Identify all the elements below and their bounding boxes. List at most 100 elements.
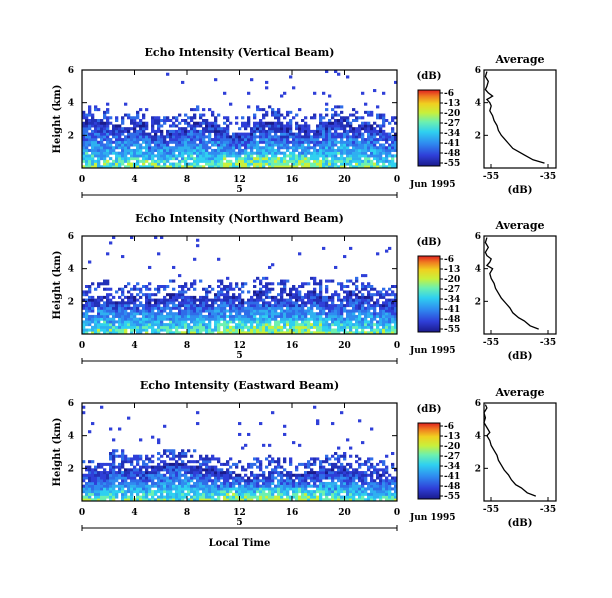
y-tick-label: 2 (68, 131, 74, 141)
profile-title: Average (494, 219, 544, 232)
y-tick-label: 6 (68, 232, 74, 242)
colorbar-tick-label: -13 (444, 432, 460, 442)
profile-y-tick-label: 4 (475, 432, 481, 442)
colorbar-tick-label: -34 (444, 129, 460, 139)
day-label: 5 (236, 518, 242, 528)
colorbar-tick-label: -48 (444, 482, 460, 492)
colorbar-tick-label: -20 (444, 109, 460, 119)
colorbar-gradient (417, 89, 441, 167)
colorbar-tick-label: -6 (444, 89, 454, 99)
x-tick-label: 4 (131, 341, 137, 351)
colorbar-tick-label: -20 (444, 442, 460, 452)
panel-0: Echo Intensity (Vertical Beam) 2 4 6 Height … (52, 46, 557, 198)
profile-y-tick-label: 2 (475, 464, 481, 474)
day-label: 5 (236, 351, 242, 361)
day-label: 5 (236, 185, 242, 195)
colorbar-gradient (417, 255, 441, 333)
profile-line (484, 71, 545, 164)
colorbar-tick-label: -55 (444, 159, 460, 169)
y-tick-label: 4 (68, 99, 74, 109)
echo-field (82, 70, 398, 169)
profile-frame (483, 402, 557, 502)
profile-frame (483, 69, 557, 169)
date-label: Jun 1995 (409, 346, 456, 356)
profile-x-tick-label: -35 (540, 505, 556, 515)
x-tick-label: 0 (394, 175, 400, 185)
x-tick-label: 16 (286, 508, 299, 518)
profile-y-tick-label: 6 (475, 399, 481, 409)
x-tick-label: 20 (338, 341, 351, 351)
y-axis-label: Height (km) (52, 85, 63, 154)
y-axis-label: Height (km) (52, 418, 63, 487)
date-label: Jun 1995 (409, 180, 456, 190)
x-tick-label: 12 (233, 341, 246, 351)
colorbar: (dB)-6-13-20-27-34-41-48-55 (417, 71, 461, 169)
x-tick-label: 20 (338, 508, 351, 518)
colorbar-tick-label: -6 (444, 255, 454, 265)
x-tick-label: 0 (394, 341, 400, 351)
colorbar-tick-label: -34 (444, 462, 460, 472)
profile-x-label: (dB) (508, 351, 533, 362)
x-tick-label: 20 (338, 175, 351, 185)
colorbar: (dB)-6-13-20-27-34-41-48-55 (417, 404, 461, 502)
panel-title: Echo Intensity (Northward Beam) (135, 212, 344, 225)
date-label: Jun 1995 (409, 513, 456, 523)
colorbar-tick-label: -55 (444, 325, 460, 335)
colorbar-gradient (417, 422, 441, 500)
x-axis-label: Local Time (209, 538, 271, 549)
y-tick-label: 2 (68, 464, 74, 474)
colorbar-tick-label: -41 (444, 472, 460, 482)
profile-y-tick-label: 4 (475, 99, 481, 109)
colorbar-tick-label: -55 (444, 492, 460, 502)
average-profile: Average 2 4 6 -55 -35 (dB) (475, 53, 557, 196)
colorbar-tick-label: -20 (444, 275, 460, 285)
profile-title: Average (494, 53, 544, 66)
x-tick-label: 4 (131, 175, 137, 185)
panel-title: Echo Intensity (Vertical Beam) (144, 46, 334, 59)
colorbar-tick-label: -41 (444, 305, 460, 315)
profile-x-tick-label: -55 (483, 505, 499, 515)
average-profile: Average 2 4 6 -55 -35 (dB) (475, 386, 557, 529)
x-tick-label: 0 (394, 508, 400, 518)
x-tick-label: 4 (131, 508, 137, 518)
x-tick-label: 0 (79, 508, 85, 518)
colorbar-tick-label: -41 (444, 139, 460, 149)
x-tick-label: 12 (233, 508, 246, 518)
x-tick-label: 12 (233, 175, 246, 185)
profile-x-tick-label: -55 (483, 338, 499, 348)
profile-line (484, 237, 539, 330)
profile-y-tick-label: 4 (475, 265, 481, 275)
colorbar: (dB)-6-13-20-27-34-41-48-55 (417, 237, 461, 335)
profile-x-tick-label: -35 (540, 172, 556, 182)
y-tick-label: 2 (68, 297, 74, 307)
echo-field (82, 236, 398, 335)
panel-1: Echo Intensity (Northward Beam) 2 4 6 Height… (52, 212, 557, 364)
y-tick-label: 4 (68, 265, 74, 275)
colorbar-tick-label: -27 (444, 119, 460, 129)
profile-x-label: (dB) (508, 185, 533, 196)
profile-y-tick-label: 2 (475, 297, 481, 307)
colorbar-tick-label: -6 (444, 422, 454, 432)
x-tick-label: 8 (184, 175, 190, 185)
colorbar-tick-label: -13 (444, 99, 460, 109)
profile-line (483, 404, 537, 497)
x-tick-label: 0 (79, 175, 85, 185)
x-tick-label: 8 (184, 508, 190, 518)
x-tick-label: 16 (286, 341, 299, 351)
panel-2: Echo Intensity (Eastward Beam) 2 4 6 Height … (52, 379, 557, 549)
x-tick-label: 0 (79, 341, 85, 351)
profile-y-tick-label: 2 (475, 131, 481, 141)
colorbar-unit: (dB) (417, 71, 442, 82)
colorbar-tick-label: -27 (444, 452, 460, 462)
x-tick-label: 8 (184, 341, 190, 351)
colorbar-unit: (dB) (417, 404, 442, 415)
x-tick-label: 16 (286, 175, 299, 185)
colorbar-tick-label: -13 (444, 265, 460, 275)
profile-title: Average (494, 386, 544, 399)
colorbar-tick-label: -27 (444, 285, 460, 295)
average-profile: Average 2 4 6 -55 -35 (dB) (475, 219, 557, 362)
profile-y-tick-label: 6 (475, 66, 481, 76)
profile-x-tick-label: -55 (483, 172, 499, 182)
